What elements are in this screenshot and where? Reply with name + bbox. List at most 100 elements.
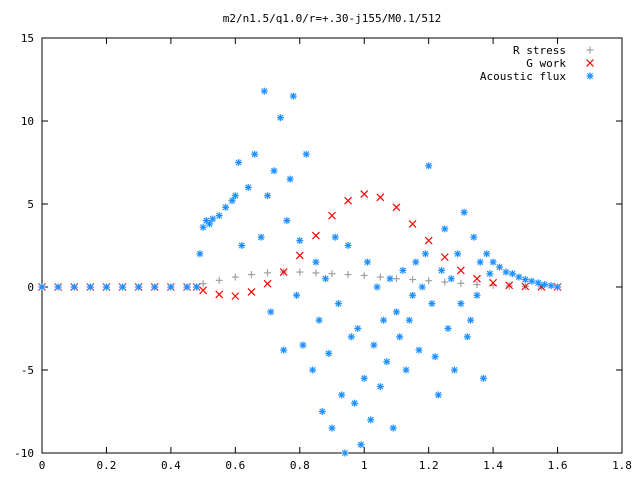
data-point (344, 271, 352, 279)
data-point (293, 291, 301, 299)
data-point (283, 217, 291, 225)
data-point (280, 346, 288, 354)
data-point (363, 258, 371, 266)
data-point (376, 273, 384, 281)
series-acoustic-flux (38, 87, 562, 457)
data-point (199, 286, 208, 295)
data-point (196, 250, 204, 258)
data-point (231, 292, 240, 301)
data-point (70, 283, 78, 291)
data-point (222, 203, 230, 211)
data-point (296, 268, 304, 276)
data-point (434, 391, 442, 399)
data-point (454, 250, 462, 258)
data-point (215, 212, 223, 220)
data-point (521, 282, 530, 291)
data-point (483, 250, 491, 258)
data-point (440, 253, 449, 262)
legend-marker (586, 46, 594, 54)
data-point (380, 316, 388, 324)
data-point (541, 281, 549, 289)
data-point (231, 273, 239, 281)
data-point (312, 258, 320, 266)
data-point (376, 383, 384, 391)
data-point (373, 283, 381, 291)
data-point (296, 237, 304, 245)
data-point (425, 277, 433, 285)
data-point (344, 196, 353, 205)
data-point (347, 333, 355, 341)
data-point (502, 268, 510, 276)
data-point (263, 279, 272, 288)
y-tick-label: 15 (21, 32, 34, 45)
data-point (315, 316, 323, 324)
data-point (428, 300, 436, 308)
data-point (215, 276, 223, 284)
data-point (457, 300, 465, 308)
y-tick-label: -10 (14, 447, 34, 460)
data-point (322, 275, 330, 283)
series-r-stress (38, 268, 562, 291)
y-tick-label: -5 (21, 364, 34, 377)
data-point (247, 271, 255, 279)
x-tick-label: 0.4 (161, 459, 181, 472)
chart-title: m2/n1.5/q1.0/r=+.30-j155/M0.1/512 (223, 12, 442, 25)
data-point (311, 231, 320, 240)
data-point (338, 391, 346, 399)
data-point (295, 251, 304, 260)
data-point (486, 270, 494, 278)
y-tick-label: 0 (27, 281, 34, 294)
data-point (289, 92, 297, 100)
x-tick-label: 1.4 (483, 459, 503, 472)
data-point (547, 282, 555, 290)
data-point (325, 349, 333, 357)
data-point (396, 333, 404, 341)
data-point (424, 236, 433, 245)
data-point (279, 268, 288, 276)
data-point (231, 192, 239, 200)
data-point (450, 366, 458, 374)
data-point (257, 233, 265, 241)
data-point (496, 263, 504, 271)
x-tick-label: 1.8 (612, 459, 632, 472)
data-point (206, 220, 214, 228)
x-tick-label: 1 (361, 459, 368, 472)
data-point (215, 290, 224, 299)
data-point (247, 288, 256, 296)
data-point (456, 266, 465, 275)
data-point (505, 281, 514, 290)
series-g-work (38, 190, 562, 301)
data-point (264, 192, 272, 200)
data-point (264, 269, 272, 277)
x-tick-label: 0.2 (97, 459, 117, 472)
plot-area-frame (41, 37, 623, 454)
data-point (360, 190, 369, 198)
data-point (260, 87, 268, 95)
data-point (235, 159, 243, 166)
data-point (302, 150, 310, 158)
data-point (167, 283, 175, 291)
x-tick-label: 1.2 (419, 459, 439, 472)
legend-marker (586, 59, 594, 67)
data-point (228, 197, 236, 205)
data-point (470, 233, 478, 241)
data-point (244, 183, 252, 191)
data-point (412, 258, 420, 266)
data-point (119, 283, 127, 291)
data-point (199, 280, 207, 288)
data-point (299, 341, 307, 349)
data-point (328, 211, 336, 220)
data-point (467, 316, 475, 324)
data-point (447, 275, 455, 283)
x-tick-label: 0 (39, 459, 46, 472)
data-point (489, 278, 498, 287)
data-point (383, 358, 391, 366)
data-point (463, 333, 471, 341)
data-point (399, 266, 407, 274)
data-point (460, 208, 468, 216)
legend-label: G work (526, 57, 566, 70)
legend-label: R stress (513, 44, 566, 57)
data-point (360, 374, 368, 382)
data-point (431, 353, 439, 361)
